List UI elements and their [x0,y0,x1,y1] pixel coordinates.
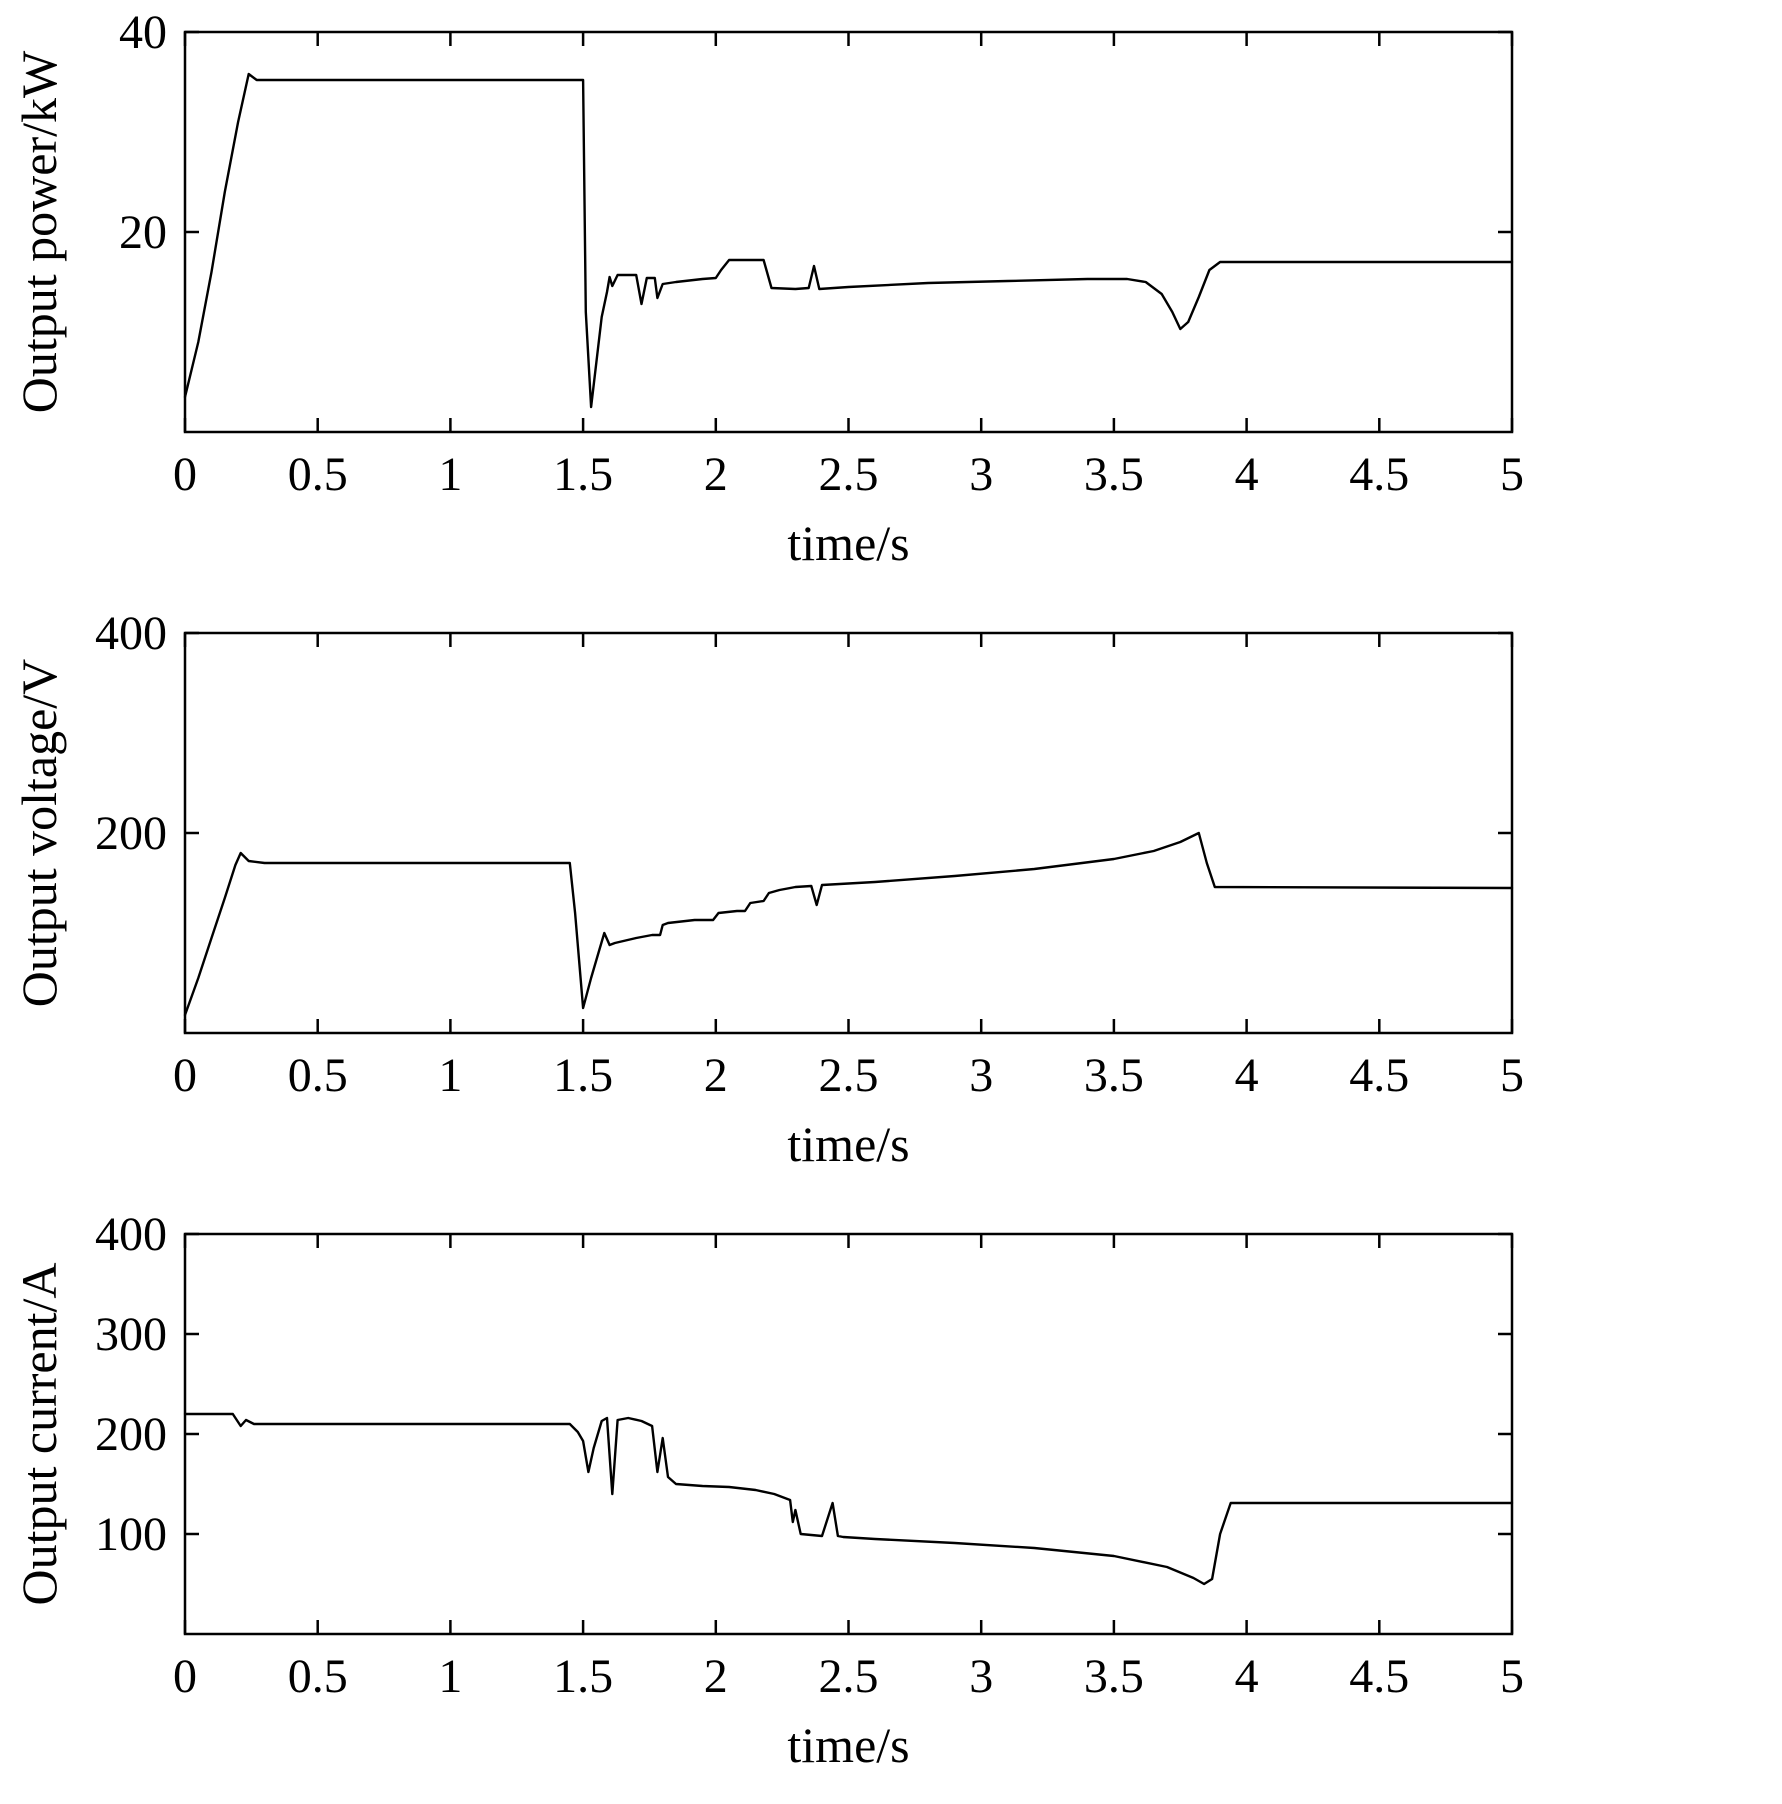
plot-box [183,30,1514,434]
x-tick-label: 5 [1500,448,1524,501]
x-tick-label: 5 [1500,1650,1524,1703]
y-tick-label: 400 [95,607,167,660]
x-tick-label: 2.5 [819,1049,879,1102]
y-axis-label: Output current/A [11,1263,67,1606]
x-tick-label: 3 [969,1049,993,1102]
x-tick-label: 3.5 [1084,448,1144,501]
x-tick-label: 0.5 [288,1650,348,1703]
y-tick-label: 400 [95,1208,167,1261]
x-tick-label: 4 [1235,448,1259,501]
x-tick-label: 3.5 [1084,1650,1144,1703]
x-tick-label: 0.5 [288,448,348,501]
x-tick-label: 4 [1235,1049,1259,1102]
output-power-chart: 0 0.5 1 1.5 2 2.5 3 3.5 4 4.5 5 20 40 time/s Output po… [11,6,1524,571]
x-tick-label: 4.5 [1349,448,1409,501]
x-tick-label: 3 [969,448,993,501]
x-tick-label: 1 [438,448,462,501]
x-axis-label: time/s [787,1717,909,1773]
x-tick-label: 0 [173,448,197,501]
x-tick-label: 2 [704,1650,728,1703]
y-tick-label: 200 [95,807,167,860]
x-axis-label: time/s [787,1116,909,1172]
plot-box [183,1232,1514,1636]
x-tick-label: 1 [438,1650,462,1703]
x-tick-label: 3.5 [1084,1049,1144,1102]
output-current-subplot: 0 0.5 1 1.5 2 2.5 3 3.5 4 4.5 5 100 200 300 400 time/s O… [0,1202,1782,1803]
y-axis-label: Output power/kW [11,50,67,413]
x-tick-label: 5 [1500,1049,1524,1102]
x-tick-label: 4.5 [1349,1049,1409,1102]
x-tick-label: 2.5 [819,1650,879,1703]
x-tick-label: 2 [704,1049,728,1102]
output-voltage-subplot: 0 0.5 1 1.5 2 2.5 3 3.5 4 4.5 5 200 400 time/s Output … [0,601,1782,1202]
y-tick-label: 100 [95,1508,167,1561]
plot-box [183,631,1514,1035]
x-tick-label: 1.5 [553,448,613,501]
y-tick-label: 200 [95,1408,167,1461]
x-tick-label: 3 [969,1650,993,1703]
y-tick-label: 300 [95,1308,167,1361]
x-tick-label: 1.5 [553,1650,613,1703]
x-axis-label: time/s [787,515,909,571]
x-tick-label: 2.5 [819,448,879,501]
x-tick-label: 4.5 [1349,1650,1409,1703]
output-voltage-chart: 0 0.5 1 1.5 2 2.5 3 3.5 4 4.5 5 200 400 time/s Output … [11,607,1524,1172]
x-tick-label: 4 [1235,1650,1259,1703]
x-tick-label: 1 [438,1049,462,1102]
x-tick-label: 0 [173,1049,197,1102]
x-tick-label: 1.5 [553,1049,613,1102]
series-output-voltage [183,831,1514,1017]
series-output-power [183,72,1514,409]
x-tick-label: 2 [704,448,728,501]
y-tick-label: 40 [119,6,167,59]
output-current-chart: 0 0.5 1 1.5 2 2.5 3 3.5 4 4.5 5 100 200 300 400 time/s O… [11,1208,1524,1773]
x-tick-label: 0.5 [288,1049,348,1102]
y-tick-label: 20 [119,206,167,259]
series-output-current [183,1412,1514,1586]
y-axis-label: Output voltage/V [11,659,67,1008]
output-power-subplot: 0 0.5 1 1.5 2 2.5 3 3.5 4 4.5 5 20 40 time/s Output po… [0,0,1782,601]
x-tick-label: 0 [173,1650,197,1703]
